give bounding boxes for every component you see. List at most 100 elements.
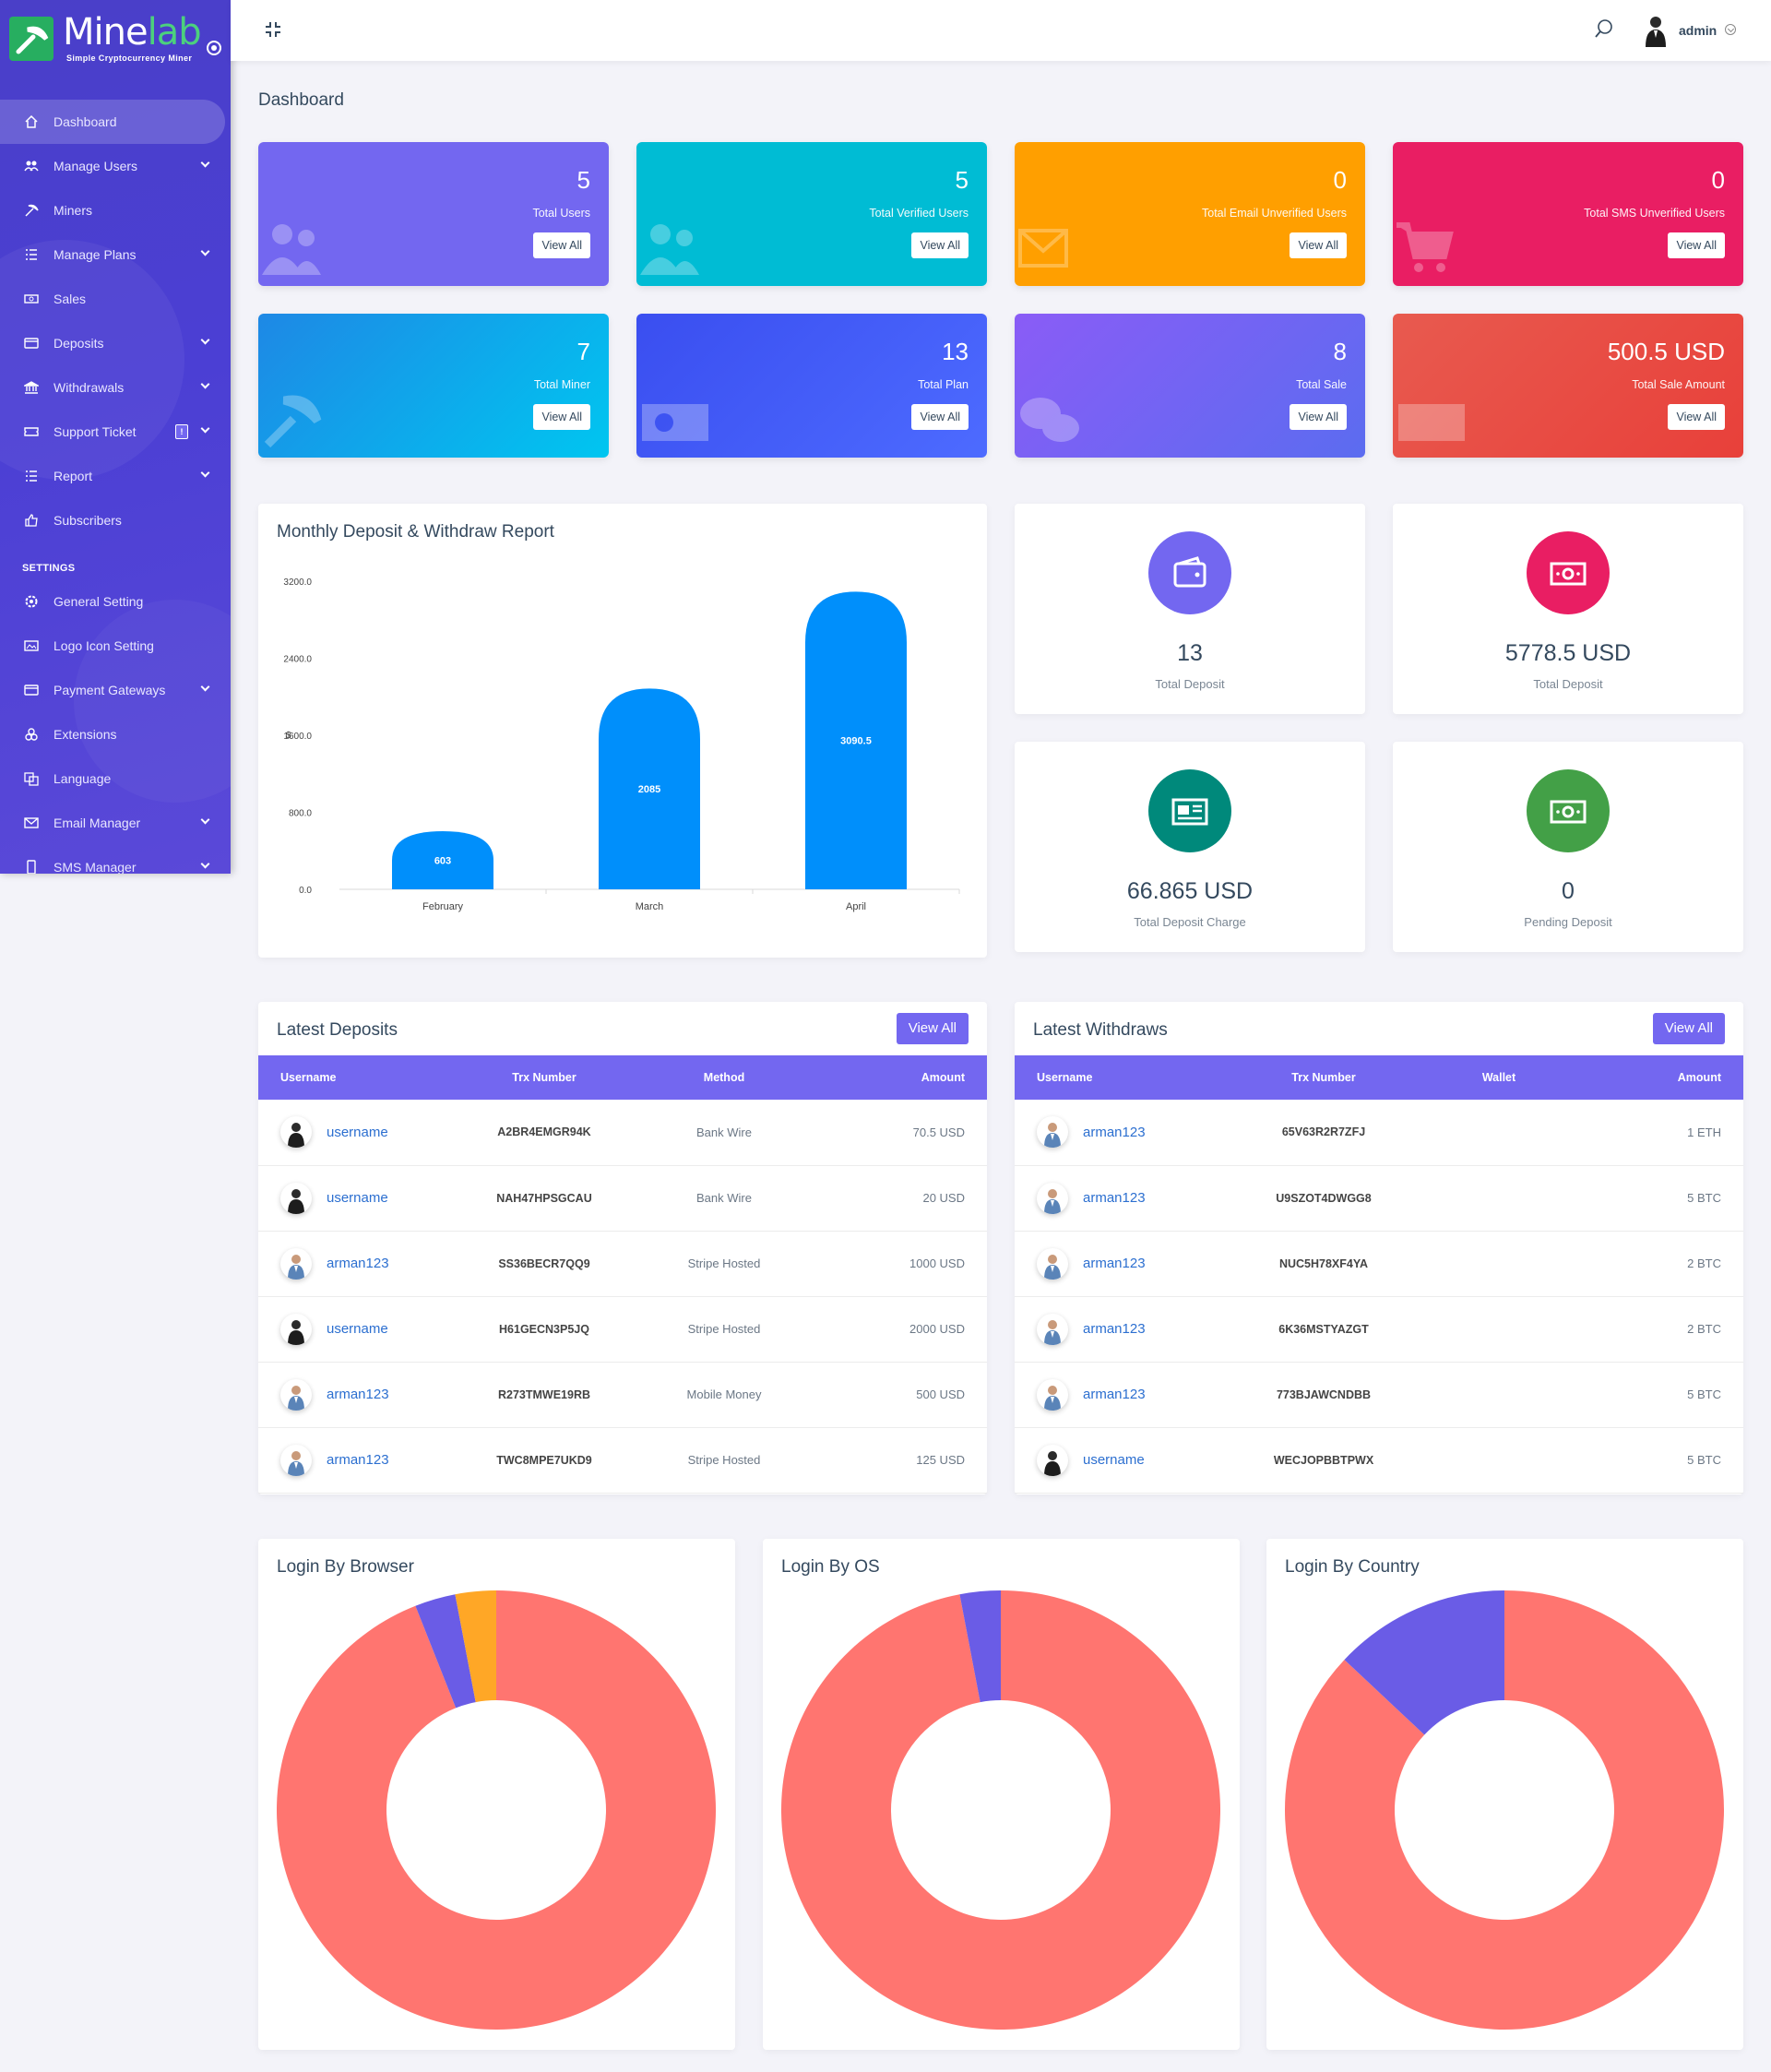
sidebar: Minelab Simple Cryptocurrency Miner Dash… [0, 0, 231, 874]
sidebar-item-deposits[interactable]: Deposits [0, 321, 231, 365]
username-link[interactable]: arman123 [1083, 1387, 1146, 1402]
logo-mark-icon [9, 17, 53, 61]
ticket-badge: ! [175, 424, 188, 439]
username-link[interactable]: arman123 [327, 1387, 389, 1402]
sidebar-toggle-icon[interactable] [207, 41, 221, 55]
view-all-button[interactable]: View All [1668, 232, 1725, 258]
sidebar-item-email-manager[interactable]: Email Manager [0, 801, 231, 845]
chevron-down-icon[interactable] [200, 859, 210, 869]
latest-withdraws-view-all-button[interactable]: View All [1652, 1013, 1725, 1044]
user-avatar[interactable] [280, 1378, 312, 1411]
cell-wallet [1420, 1427, 1577, 1494]
username-link[interactable]: username [327, 1124, 388, 1140]
latest-deposits-view-all-button[interactable]: View All [896, 1013, 969, 1044]
cell-user: arman123 [258, 1427, 452, 1494]
login-chart-title: Login By OS [781, 1557, 880, 1577]
sidebar-item-dashboard[interactable]: Dashboard [0, 100, 225, 144]
sidebar-item-sms-manager[interactable]: SMS Manager [0, 845, 231, 874]
view-all-button[interactable]: View All [1668, 404, 1725, 430]
user-avatar[interactable] [1037, 1313, 1068, 1345]
user-avatar[interactable] [280, 1313, 312, 1345]
sidebar-item-withdrawals[interactable]: Withdrawals [0, 365, 231, 410]
view-all-button[interactable]: View All [533, 404, 590, 430]
stat-card-total-plan: 13 Total Plan View All [636, 314, 987, 458]
stat-card-total-verified-users: 5 Total Verified Users View All [636, 142, 987, 286]
chevron-down-icon[interactable] [200, 682, 210, 692]
sidebar-item-sales[interactable]: Sales [0, 277, 231, 321]
user-avatar[interactable] [1037, 1116, 1068, 1149]
view-all-button[interactable]: View All [1290, 232, 1347, 258]
username-link[interactable]: arman123 [1083, 1321, 1146, 1337]
username-link[interactable]: username [1083, 1452, 1145, 1468]
view-all-button[interactable]: View All [911, 232, 969, 258]
user-avatar[interactable] [1037, 1378, 1068, 1411]
user-avatar[interactable] [280, 1247, 312, 1280]
chevron-down-icon[interactable] [200, 246, 210, 256]
sidebar-item-report[interactable]: Report [0, 454, 231, 498]
latest-withdraws-table: Username Trx Number Wallet Amount arman1… [1015, 1055, 1743, 1494]
username-link[interactable]: arman123 [1083, 1124, 1146, 1140]
chevron-down-icon[interactable] [200, 815, 210, 825]
username-link[interactable]: username [327, 1190, 388, 1206]
sidebar-item-subscribers[interactable]: Subscribers [0, 498, 231, 542]
sidebar-item-manage-plans[interactable]: Manage Plans [0, 232, 231, 277]
table-row: username H61GECN3P5JQ Stripe Hosted 2000 US… [258, 1296, 987, 1363]
sidebar-item-manage-users[interactable]: Manage Users [0, 144, 231, 188]
chevron-down-icon[interactable] [200, 468, 210, 478]
user-menu-chevron-icon[interactable] [1725, 24, 1736, 35]
search-icon[interactable] [1594, 18, 1614, 43]
username-link[interactable]: arman123 [1083, 1190, 1146, 1206]
view-all-button[interactable]: View All [911, 404, 969, 430]
sidebar-item-miners[interactable]: Miners [0, 188, 231, 232]
table-row: arman123 773BJAWCNDBB 5 BTC [1015, 1362, 1743, 1428]
sidebar-item-label: Manage Users [53, 159, 138, 173]
stat-label: Total SMS Unverified Users [1584, 207, 1725, 220]
bar-data-label: 2085 [638, 784, 660, 795]
username-link[interactable]: arman123 [1083, 1256, 1146, 1271]
view-all-button[interactable]: View All [1290, 404, 1347, 430]
brand-logo[interactable]: Minelab Simple Cryptocurrency Miner [7, 11, 221, 66]
sidebar-item-payment-gateways[interactable]: Payment Gateways [0, 668, 231, 712]
cell-amount: 70.5 USD [812, 1100, 987, 1166]
column-header-method: Method [636, 1055, 812, 1100]
cell-amount: 1 ETH [1577, 1100, 1743, 1166]
donut-slice[interactable] [415, 1594, 476, 1709]
user-avatar[interactable] [1037, 1444, 1068, 1476]
sidebar-item-label: Report [53, 469, 93, 483]
username-link[interactable]: username [327, 1321, 388, 1337]
cell-user: arman123 [258, 1231, 452, 1297]
cell-trx: 65V63R2R7ZFJ [1227, 1100, 1420, 1166]
view-all-button[interactable]: View All [533, 232, 590, 258]
donut-slice[interactable] [455, 1590, 496, 1703]
chevron-down-icon[interactable] [200, 158, 210, 168]
user-avatar[interactable] [280, 1182, 312, 1214]
chevron-down-icon[interactable] [200, 379, 210, 389]
sidebar-item-logo-icon-setting[interactable]: Logo Icon Setting [0, 624, 231, 668]
admin-username[interactable]: admin [1679, 23, 1718, 38]
stat-card-total-email-unverified-users: 0 Total Email Unverified Users View All [1015, 142, 1365, 286]
username-link[interactable]: arman123 [327, 1256, 389, 1271]
sidebar-item-general-setting[interactable]: General Setting [0, 579, 231, 624]
admin-avatar[interactable] [1640, 14, 1671, 47]
fullscreen-collapse-icon[interactable] [264, 20, 282, 43]
table-row: arman123 NUC5H78XF4YA 2 BTC [1015, 1231, 1743, 1297]
cell-method: Stripe Hosted [636, 1296, 812, 1363]
cogs-icon [24, 727, 39, 742]
donut-slice[interactable] [959, 1590, 1001, 1703]
user-avatar[interactable] [280, 1116, 312, 1149]
sidebar-item-language[interactable]: Language [0, 756, 231, 801]
table-row: arman123 65V63R2R7ZFJ 1 ETH [1015, 1100, 1743, 1166]
chevron-down-icon[interactable] [200, 335, 210, 345]
donut-slice[interactable] [781, 1590, 1220, 2030]
donut-slice[interactable] [277, 1590, 716, 2030]
user-avatar[interactable] [1037, 1247, 1068, 1280]
user-avatar[interactable] [1037, 1182, 1068, 1214]
username-link[interactable]: arman123 [327, 1452, 389, 1468]
donut-slice[interactable] [1285, 1590, 1724, 2030]
sidebar-item-extensions[interactable]: Extensions [0, 712, 231, 756]
sidebar-item-support-ticket[interactable]: Support Ticket! [0, 410, 231, 454]
chevron-down-icon[interactable] [200, 423, 210, 434]
stat-label: Total Plan [918, 378, 969, 391]
user-avatar[interactable] [280, 1444, 312, 1476]
donut-slice[interactable] [1344, 1590, 1504, 1735]
